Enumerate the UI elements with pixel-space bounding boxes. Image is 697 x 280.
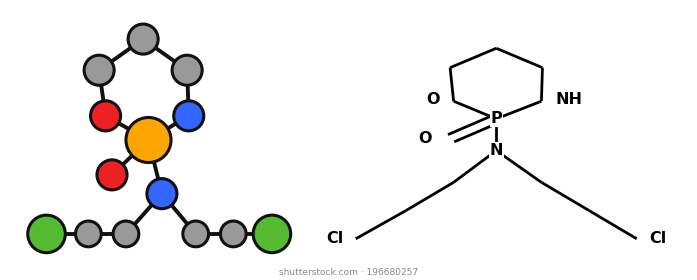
Text: NH: NH (556, 92, 583, 107)
Circle shape (126, 118, 171, 162)
Text: P: P (491, 111, 502, 126)
Text: Cl: Cl (326, 231, 344, 246)
Circle shape (183, 221, 208, 247)
Circle shape (174, 101, 204, 131)
Circle shape (172, 55, 202, 85)
Text: O: O (426, 92, 439, 107)
Circle shape (220, 221, 246, 247)
Circle shape (84, 55, 114, 85)
Text: O: O (418, 131, 431, 146)
Circle shape (147, 179, 177, 209)
Circle shape (128, 24, 158, 54)
Text: shutterstock.com · 196680257: shutterstock.com · 196680257 (279, 268, 418, 277)
Circle shape (113, 221, 139, 247)
Circle shape (253, 215, 291, 253)
Circle shape (28, 215, 66, 253)
Circle shape (75, 221, 101, 247)
Text: Cl: Cl (649, 231, 666, 246)
Circle shape (91, 101, 121, 131)
Text: N: N (489, 143, 503, 158)
Circle shape (97, 160, 127, 190)
